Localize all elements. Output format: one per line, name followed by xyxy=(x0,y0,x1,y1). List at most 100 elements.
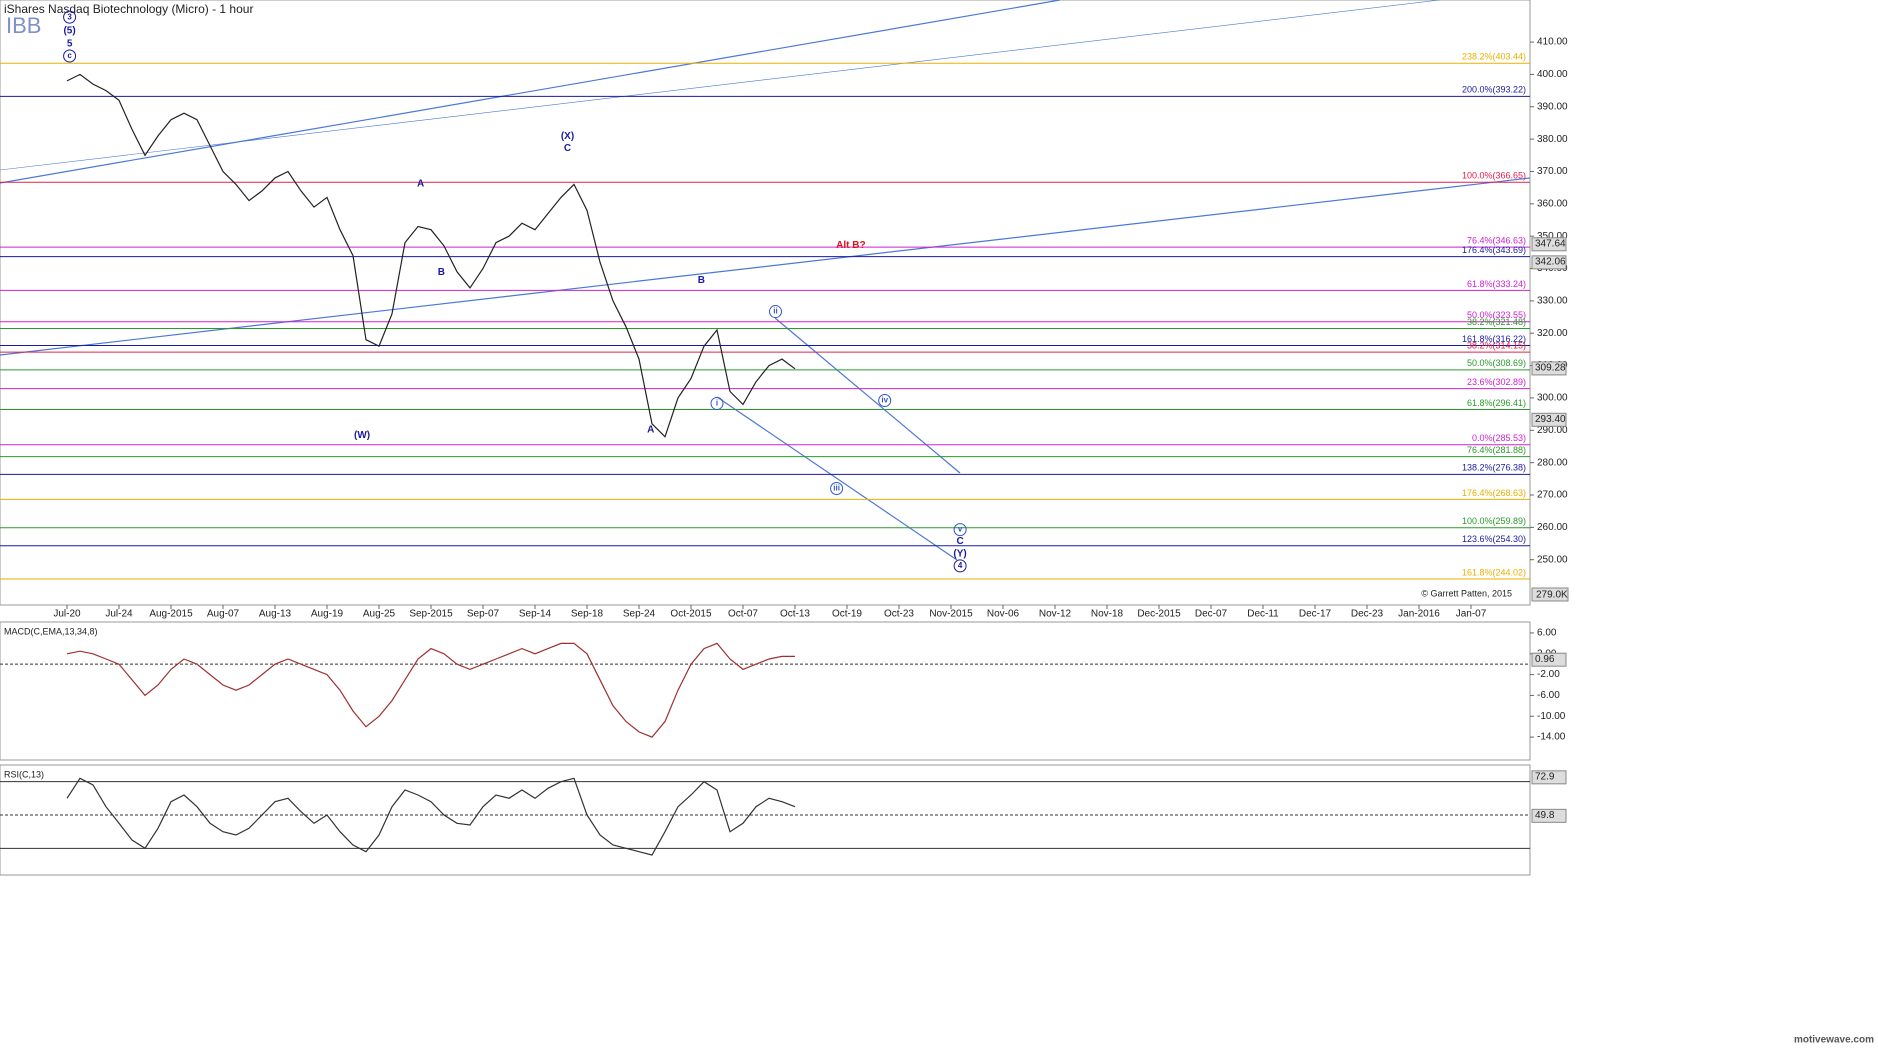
wave-label: (W) xyxy=(354,430,370,441)
fib-label: 38.2%(314.15) xyxy=(1467,341,1526,351)
trend-line xyxy=(716,396,958,561)
x-tick-label: Aug-2015 xyxy=(149,609,193,620)
y-tick-label: 360.00 xyxy=(1537,198,1568,209)
trend-line xyxy=(0,0,1061,184)
y-tick-label: -6.00 xyxy=(1537,690,1560,701)
wave-circle xyxy=(63,10,77,24)
series-line xyxy=(66,73,796,438)
y-tick-label: 6.00 xyxy=(1537,628,1557,639)
x-tick-label: Sep-18 xyxy=(571,609,604,620)
y-tick-label: 290.00 xyxy=(1537,425,1568,436)
fib-label: 23.6%(302.89) xyxy=(1467,377,1526,387)
y-tick-label: -10.00 xyxy=(1537,711,1566,722)
x-tick-label: Oct-07 xyxy=(728,609,758,620)
price-badge-label: 347.64 xyxy=(1535,238,1566,249)
macd-pane xyxy=(0,621,1531,761)
fib-label: 61.8%(333.24) xyxy=(1467,279,1526,289)
wave-label: (Y) xyxy=(953,549,966,560)
y-tick-label: 350.00 xyxy=(1537,231,1568,242)
x-tick-label: Nov-2015 xyxy=(929,609,973,620)
wave-label: i xyxy=(716,399,718,408)
price-badge xyxy=(1531,652,1567,667)
x-tick-label: Oct-19 xyxy=(832,609,862,620)
wave-label: B xyxy=(438,267,445,278)
wave-label: 5 xyxy=(67,39,73,50)
x-tick-label: Aug-19 xyxy=(311,609,344,620)
wave-label: c xyxy=(67,51,72,60)
y-tick-label: 270.00 xyxy=(1537,490,1568,501)
price-badge xyxy=(1531,412,1567,427)
fib-label: 123.6%(254.30) xyxy=(1462,534,1526,544)
fib-label: 161.8%(244.02) xyxy=(1462,567,1526,577)
x-tick-label: Nov-18 xyxy=(1091,609,1124,620)
x-tick-label: Sep-14 xyxy=(519,609,552,620)
y-tick-label: 390.00 xyxy=(1537,101,1568,112)
price-pane xyxy=(0,0,1531,606)
wave-label: A xyxy=(647,424,654,435)
x-tick-label: Sep-24 xyxy=(623,609,656,620)
wave-circle xyxy=(830,482,844,496)
y-tick-label: 320.00 xyxy=(1537,328,1568,339)
fib-label: 61.8%(296.41) xyxy=(1467,398,1526,408)
x-tick-label: Jul-24 xyxy=(105,609,133,620)
trend-line xyxy=(0,0,1441,171)
wave-label: 4 xyxy=(958,561,963,570)
x-tick-label: Oct-2015 xyxy=(670,609,712,620)
y-tick-label: 300.00 xyxy=(1537,393,1568,404)
x-tick-label: Nov-06 xyxy=(987,609,1020,620)
fib-label: 100.0%(259.89) xyxy=(1462,516,1526,526)
indicator-label: RSI(C,13) xyxy=(4,769,44,779)
wave-label: Alt B? xyxy=(836,240,865,251)
x-tick-label: Nov-12 xyxy=(1039,609,1072,620)
price-badge xyxy=(1531,237,1567,252)
copyright: © Garrett Patten, 2015 xyxy=(1421,588,1512,598)
y-tick-label: 370.00 xyxy=(1537,166,1568,177)
wave-label: A xyxy=(417,179,424,190)
volume-badge-label: 279.0K xyxy=(1536,590,1568,601)
wave-label: v xyxy=(958,525,963,534)
wave-label: B xyxy=(698,275,705,286)
wave-circle xyxy=(878,394,892,408)
fib-label: 76.4%(281.88) xyxy=(1467,445,1526,455)
wave-label: 3 xyxy=(67,12,72,21)
site: motivewave.com xyxy=(1794,1035,1874,1046)
wave-label: iii xyxy=(833,484,840,493)
fib-label: 161.8%(316.22) xyxy=(1462,334,1526,344)
x-tick-label: Aug-25 xyxy=(363,609,396,620)
y-tick-label: 410.00 xyxy=(1537,37,1568,48)
x-tick-label: Oct-13 xyxy=(780,609,810,620)
fib-label: 100.0%(366.65) xyxy=(1462,171,1526,181)
fib-label: 200.0%(393.22) xyxy=(1462,85,1526,95)
fib-label: 238.2%(403.44) xyxy=(1462,52,1526,62)
x-tick-label: Oct-23 xyxy=(884,609,914,620)
x-tick-label: Aug-13 xyxy=(259,609,292,620)
y-tick-label: 280.00 xyxy=(1537,457,1568,468)
y-tick-label: 380.00 xyxy=(1537,134,1568,145)
price-badge xyxy=(1531,770,1567,785)
x-tick-label: Sep-2015 xyxy=(409,609,453,620)
fib-label: 0.0%(285.53) xyxy=(1472,433,1526,443)
trend-lines xyxy=(0,0,1531,561)
wave-circle xyxy=(63,49,77,63)
wave-label: (X) xyxy=(561,131,574,142)
y-tick-label: 400.00 xyxy=(1537,69,1568,80)
wave-label: ii xyxy=(773,307,777,316)
price-badge xyxy=(1531,808,1567,823)
y-tick-label: 330.00 xyxy=(1537,296,1568,307)
x-tick-label: Sep-07 xyxy=(467,609,500,620)
wave-circle xyxy=(953,523,967,537)
price-badge xyxy=(1531,255,1567,270)
fib-label: 50.0%(323.55) xyxy=(1467,310,1526,320)
y-tick-label: -2.00 xyxy=(1537,669,1560,680)
wave-circle xyxy=(710,396,724,410)
price-badge-label: 49.8 xyxy=(1535,810,1555,821)
price-badge-label: 342.06 xyxy=(1535,257,1566,268)
price-badge-label: 309.28 xyxy=(1535,363,1566,374)
symbol: IBB xyxy=(6,13,41,38)
price-badge-label: 72.9 xyxy=(1535,771,1555,782)
x-tick-label: Dec-2015 xyxy=(1137,609,1181,620)
wave-label: iv xyxy=(881,396,888,405)
fib-label: 176.4%(268.63) xyxy=(1462,488,1526,498)
wave-label: C xyxy=(956,536,963,547)
